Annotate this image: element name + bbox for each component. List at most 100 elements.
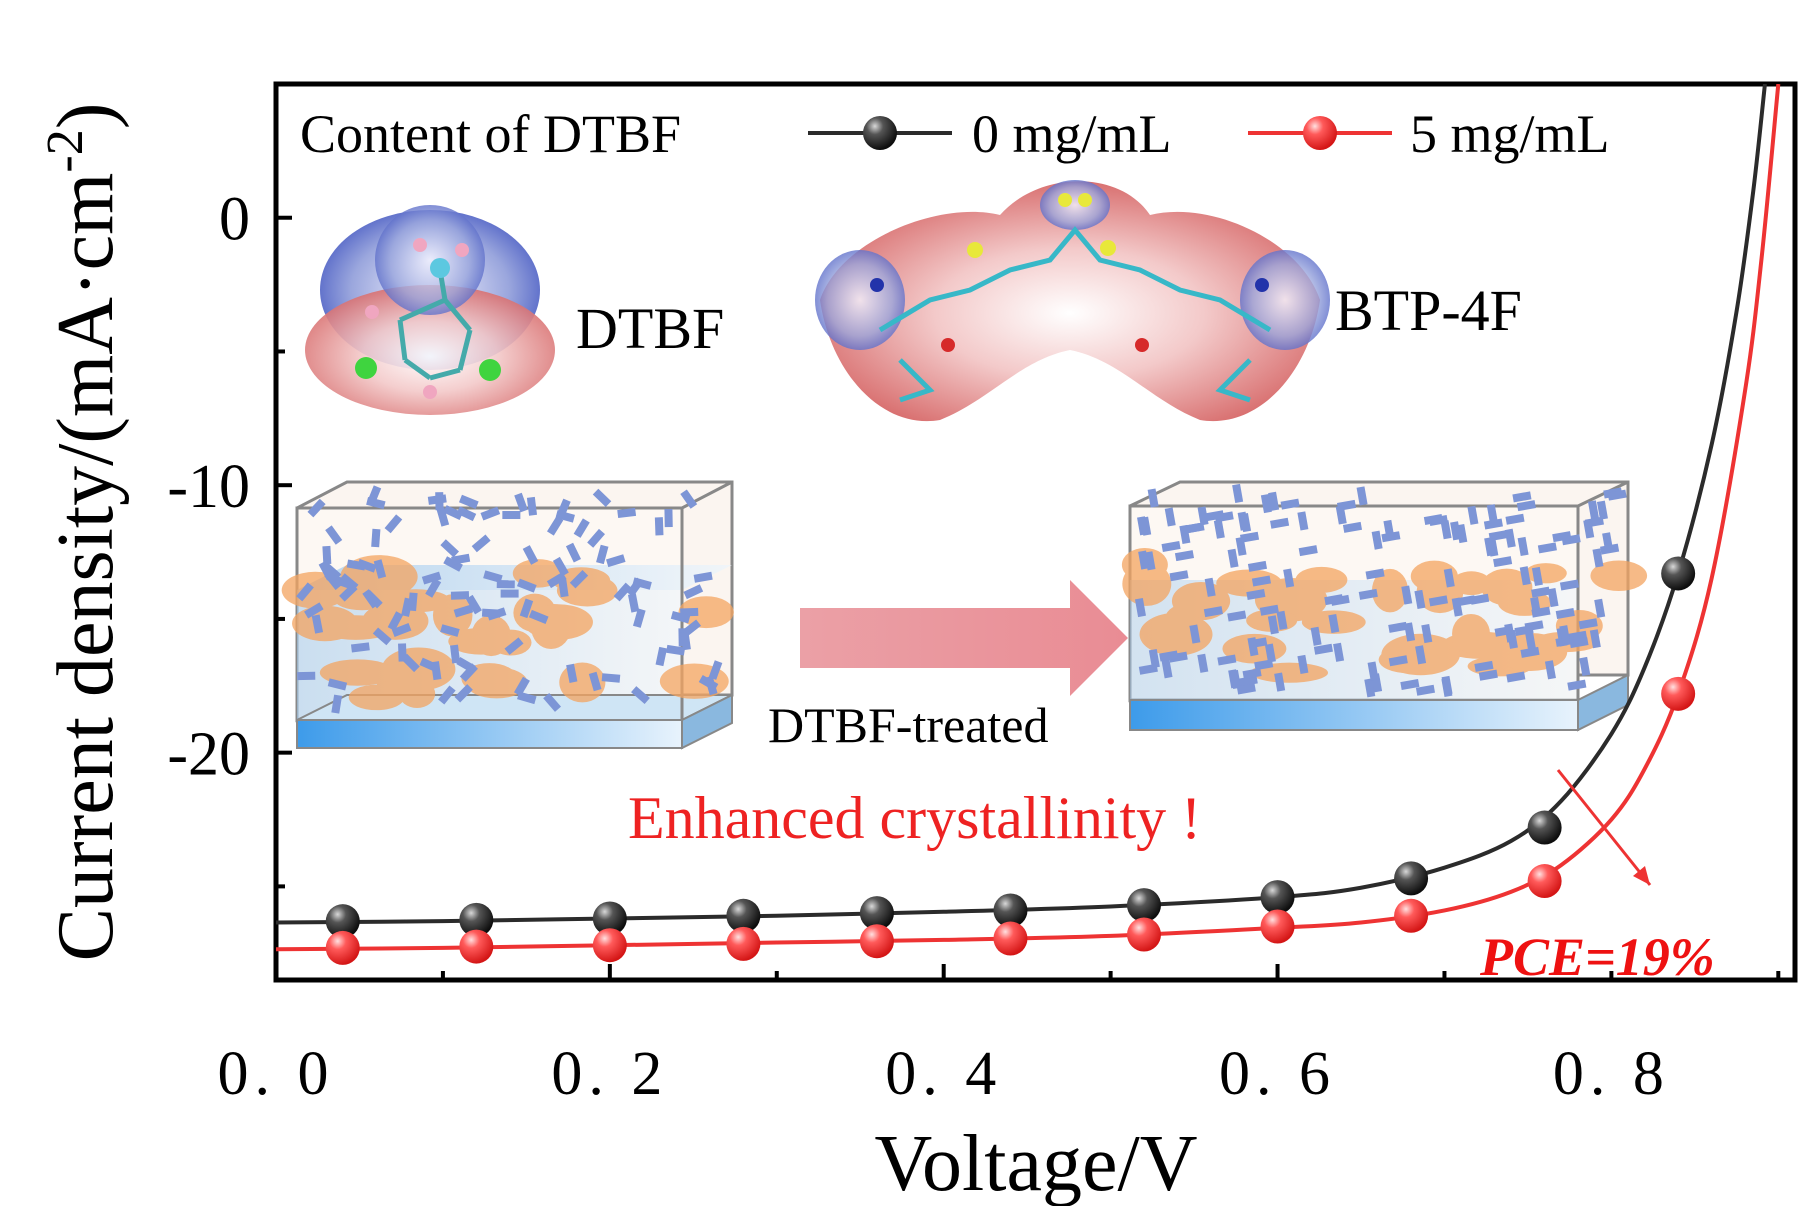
acceptor-crystal	[1596, 500, 1608, 520]
acceptor-crystal	[307, 498, 326, 518]
polymer-domain	[1371, 568, 1409, 613]
acceptor-crystal	[465, 594, 482, 615]
acceptor-crystal	[1246, 588, 1266, 600]
legend: Content of DTBF 0 mg/mL 5 mg/mL	[300, 104, 1610, 164]
acceptor-crystal	[1493, 556, 1513, 568]
acceptor-crystal	[327, 678, 348, 691]
polymer-domain	[465, 667, 528, 699]
acceptor-crystal	[453, 604, 474, 618]
acceptor-crystal	[430, 661, 442, 681]
acceptor-crystal	[1356, 486, 1368, 506]
acceptor-crystal	[1247, 637, 1259, 657]
polymer-domain	[1481, 568, 1533, 606]
acceptor-crystal	[1342, 521, 1363, 533]
acceptor-crystal	[1371, 530, 1383, 550]
data-point-0mg	[1661, 556, 1696, 591]
acceptor-crystal	[526, 496, 538, 516]
acceptor-crystal	[408, 592, 418, 612]
acceptor-crystal	[1578, 618, 1598, 630]
acceptor-crystal	[1169, 570, 1189, 582]
data-point-0mg	[592, 901, 627, 936]
y-axis-title-superscript: -2	[37, 129, 94, 172]
acceptor-crystal	[1280, 498, 1300, 510]
acceptor-crystal	[1440, 520, 1452, 540]
acceptor-crystal	[1164, 507, 1176, 527]
acceptor-crystal	[1467, 505, 1479, 525]
acceptor-crystal	[1483, 518, 1503, 530]
acceptor-crystal	[632, 608, 646, 628]
acceptor-crystal	[1506, 671, 1526, 683]
acceptor-crystal	[1504, 528, 1516, 548]
y-axis-ticks	[276, 215, 292, 889]
acceptor-crystal	[1310, 626, 1322, 646]
acceptor-crystal	[680, 489, 698, 509]
data-point-0mg	[459, 902, 494, 937]
film-schematic-untreated	[281, 480, 734, 750]
acceptor-crystal	[443, 505, 463, 520]
y-axis-title: Current density/(mA·cm-2)	[37, 103, 130, 962]
x-axis-title: Voltage/V	[875, 1120, 1198, 1206]
acceptor-crystal	[1484, 537, 1496, 557]
acceptor-crystal	[1217, 654, 1237, 666]
acceptor-crystal	[304, 602, 324, 619]
pce-label: PCE=19%	[1479, 927, 1715, 987]
acceptor-crystal	[522, 545, 539, 565]
acceptor-crystal	[596, 544, 609, 565]
y-tick-label: -20	[167, 721, 250, 789]
acceptor-crystal	[1203, 606, 1223, 618]
acceptor-crystal	[1232, 483, 1244, 503]
data-point-5mg	[993, 921, 1028, 956]
acceptor-crystal	[1297, 654, 1309, 675]
acceptor-crystal	[528, 609, 549, 625]
acceptor-crystal	[680, 631, 691, 651]
acceptor-crystal	[543, 693, 562, 712]
acceptor-crystal	[565, 542, 581, 563]
acceptor-crystal	[1264, 643, 1276, 663]
acceptor-crystal	[1530, 596, 1542, 616]
acceptor-crystal	[425, 578, 442, 598]
acceptor-crystal	[1276, 610, 1288, 630]
acceptor-crystal	[1134, 597, 1146, 618]
data-point-5mg	[859, 924, 894, 959]
acceptor-crystal	[372, 627, 392, 646]
dtbf-treated-label: DTBF-treated	[768, 697, 1048, 753]
acceptor-crystal	[1517, 536, 1529, 557]
data-point-5mg	[726, 926, 761, 961]
acceptor-crystal	[1589, 629, 1601, 649]
dtbf-label: DTBF	[576, 296, 724, 361]
acceptor-crystal	[1358, 588, 1378, 600]
acceptor-crystal	[1251, 575, 1271, 587]
acceptor-crystal	[588, 671, 602, 692]
acceptor-crystal	[1236, 683, 1256, 695]
data-point-0mg	[1127, 888, 1161, 923]
acceptor-crystal	[516, 578, 537, 593]
acceptor-crystal	[480, 506, 501, 521]
acceptor-crystal	[666, 644, 686, 656]
x-tick-label: 0. 8	[1553, 1040, 1670, 1108]
acceptor-crystal	[322, 545, 332, 565]
acceptor-crystal	[1181, 523, 1201, 535]
acceptor-crystal	[1401, 585, 1413, 605]
acceptor-crystal	[1267, 615, 1279, 635]
data-point-0mg	[325, 904, 360, 939]
acceptor-crystal	[1400, 678, 1420, 690]
acceptor-crystal	[605, 554, 626, 568]
legend-label-5mg: 5 mg/mL	[1410, 104, 1610, 164]
acceptor-crystal	[1148, 649, 1160, 669]
acceptor-crystal	[1197, 506, 1209, 526]
acceptor-crystal	[1138, 663, 1158, 675]
acceptor-crystal	[1227, 548, 1239, 568]
acceptor-crystal	[1204, 577, 1216, 597]
legend-marker-5mg	[1303, 116, 1337, 150]
acceptor-crystal	[1478, 669, 1498, 681]
acceptor-crystal	[451, 553, 471, 565]
acceptor-crystal	[1297, 511, 1309, 531]
acceptor-crystal	[1415, 645, 1427, 665]
acceptor-crystal	[1161, 541, 1181, 553]
fit-line-0mg	[276, 84, 1767, 925]
acceptor-crystal	[1474, 660, 1494, 672]
acceptor-crystal	[1504, 623, 1516, 643]
crystallinity-note: Enhanced crystallinity !	[628, 785, 1201, 851]
data-point-0mg	[1260, 880, 1295, 915]
acceptor-crystal	[1324, 594, 1344, 606]
